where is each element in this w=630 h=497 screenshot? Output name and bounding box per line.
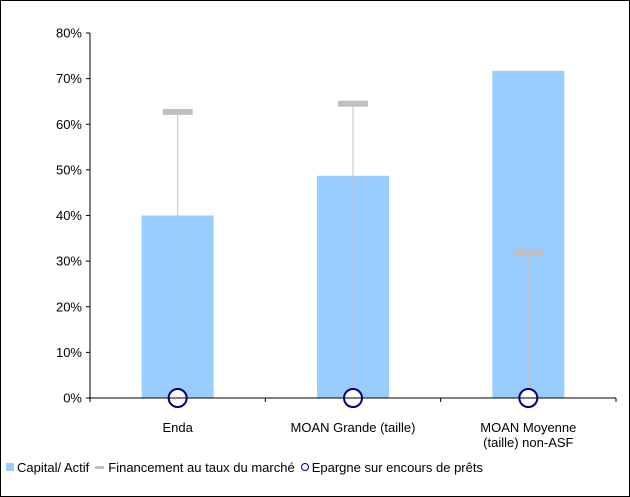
- y-tick-label: 50%: [56, 162, 82, 177]
- y-tick-label: 80%: [56, 26, 82, 41]
- dash-series: [162, 100, 544, 255]
- legend-item-capital: Capital/ Actif: [6, 460, 89, 475]
- legend: Capital/ Actif Financement au taux du ma…: [6, 457, 628, 477]
- legend-label-financement: Financement au taux du marché: [108, 459, 295, 475]
- x-axis: Enda MOAN Grande (taille) MOAN Moyenne (tai…: [89, 397, 617, 450]
- bar-series: [141, 70, 565, 399]
- legend-circle-swatch: [300, 463, 309, 471]
- legend-label-capital: Capital/ Actif: [17, 459, 90, 475]
- y-tick-label: 30%: [56, 254, 82, 269]
- dash-marker: [338, 100, 368, 107]
- y-tick-label: 70%: [56, 71, 82, 86]
- x-category-label: MOAN Moyenne (taille) non-ASF: [480, 420, 576, 450]
- legend-dash-swatch: [95, 465, 105, 469]
- y-axis: 0% 10% 20% 30% 40% 50% 60% 70% 80%: [56, 26, 91, 406]
- x-category-label-line: (taille) non-ASF: [483, 435, 573, 450]
- dash-marker: [513, 249, 544, 255]
- x-category-label-line: Enda: [162, 420, 193, 435]
- x-category-label: Enda: [162, 420, 193, 435]
- dash-marker: [162, 108, 193, 115]
- legend-item-financement: Financement au taux du marché: [95, 459, 295, 475]
- x-category-label: MOAN Grande (taille): [291, 420, 416, 435]
- y-tick-label: 0%: [63, 391, 82, 406]
- x-category-label-line: MOAN Grande (taille): [291, 420, 416, 435]
- y-tick-label: 60%: [56, 117, 82, 132]
- y-tick-label: 10%: [56, 345, 82, 360]
- x-category-label-line: MOAN Moyenne: [480, 420, 576, 435]
- whisker-series: [177, 103, 529, 398]
- legend-bar-swatch: [6, 463, 14, 471]
- y-tick-label: 40%: [56, 208, 82, 223]
- y-tick-label: 20%: [56, 299, 82, 314]
- legend-item-epargne: Epargne sur encours de prêts: [300, 459, 483, 475]
- legend-label-epargne: Epargne sur encours de prêts: [311, 459, 483, 475]
